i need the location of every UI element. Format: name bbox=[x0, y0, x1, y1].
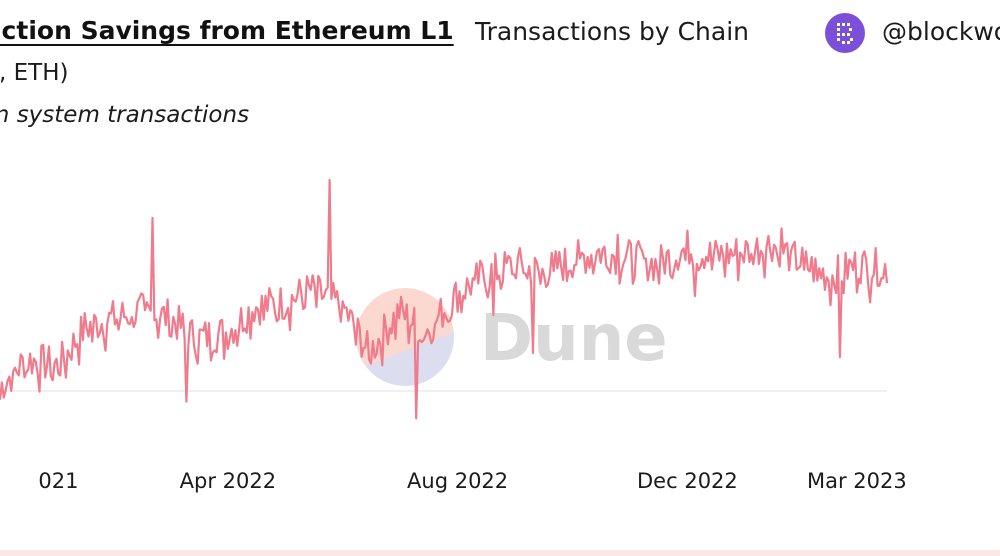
x-tick-label: 021 bbox=[38, 469, 78, 493]
x-tick-label: Aug 2022 bbox=[407, 469, 508, 493]
watermark-text: Dune bbox=[480, 302, 668, 376]
x-tick-label: Mar 2023 bbox=[807, 469, 907, 493]
bottom-border bbox=[0, 550, 1000, 556]
x-tick-label: Apr 2022 bbox=[180, 469, 276, 493]
author-handle[interactable]: @blockwo bbox=[882, 17, 1000, 46]
chart-subtitle: bi, ETH) bbox=[0, 60, 69, 86]
series-line bbox=[0, 178, 889, 420]
dune-watermark: Dune bbox=[356, 288, 668, 386]
tab-transactions-by-chain[interactable]: Transactions by Chain bbox=[475, 17, 750, 46]
x-axis: 021 Apr 2022 Aug 2022 Dec 2022 Mar 2023 bbox=[38, 469, 906, 493]
x-tick-label: Dec 2022 bbox=[637, 469, 738, 493]
author-avatar[interactable] bbox=[825, 13, 865, 53]
chart-note: wn system transactions bbox=[0, 102, 250, 128]
tab-transaction-savings[interactable]: nsaction Savings from Ethereum L1 bbox=[0, 16, 454, 45]
blockworks-logo-icon bbox=[837, 23, 853, 44]
